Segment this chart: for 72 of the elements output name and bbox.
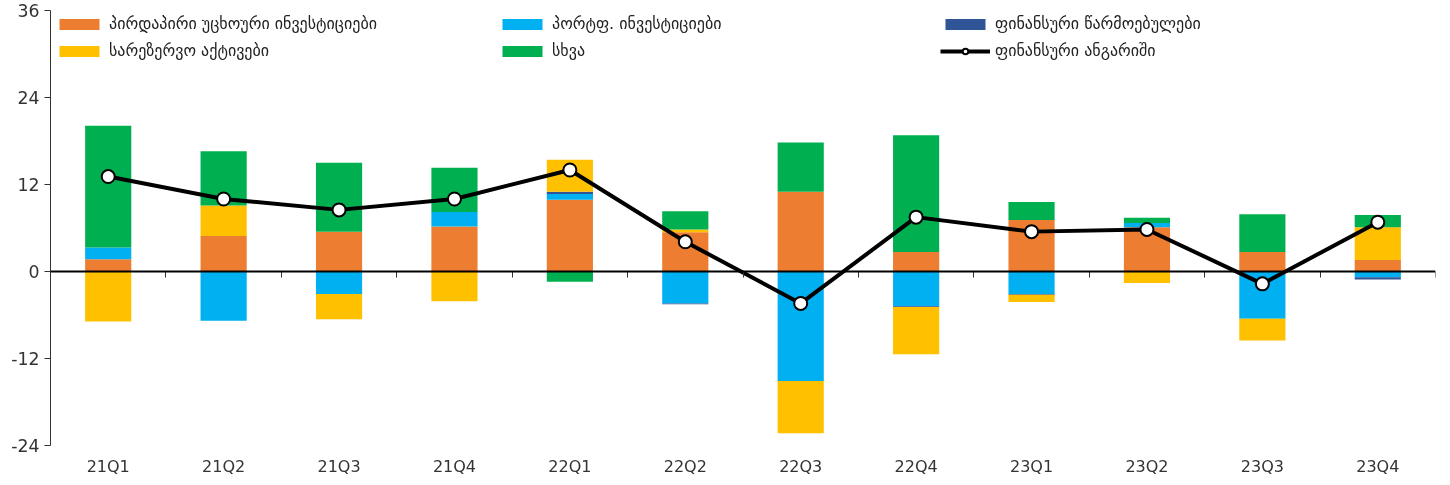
y-tick-label: 0 xyxy=(28,262,40,282)
bar xyxy=(1239,251,1286,272)
x-tick-label: 23Q2 xyxy=(1125,456,1169,476)
bar xyxy=(315,293,363,320)
legend-label: პორტფ. ინვესტიციები xyxy=(552,14,723,33)
bar xyxy=(315,271,363,294)
bar xyxy=(777,142,824,192)
point xyxy=(677,234,693,250)
y-tick-label: 36 xyxy=(17,1,40,21)
bar xyxy=(1008,294,1055,302)
bar xyxy=(1354,227,1401,260)
point xyxy=(908,209,924,225)
bar xyxy=(1354,259,1401,272)
bar xyxy=(200,205,247,236)
legend-label: ფინანსური წარმოებულები xyxy=(995,14,1202,33)
bar xyxy=(431,271,478,302)
point xyxy=(1139,221,1155,237)
bar xyxy=(546,199,593,272)
bar xyxy=(1239,214,1286,252)
x-tick-label: 22Q1 xyxy=(548,456,592,476)
y-tick-label: 12 xyxy=(17,175,40,195)
bar xyxy=(1239,318,1286,341)
point xyxy=(1370,214,1386,230)
bar xyxy=(1008,201,1055,221)
bar xyxy=(200,235,247,272)
y-tick-label: -24 xyxy=(11,436,40,456)
bar xyxy=(777,191,824,272)
x-tick-label: 21Q1 xyxy=(86,456,130,476)
bar xyxy=(1354,277,1401,280)
bar xyxy=(1008,271,1055,294)
y-tick-label: -12 xyxy=(11,349,40,369)
point xyxy=(331,202,347,218)
point xyxy=(793,295,809,311)
bar xyxy=(85,247,132,260)
bar xyxy=(893,271,940,307)
bar xyxy=(200,271,247,321)
bar xyxy=(662,271,709,304)
bar xyxy=(431,226,478,272)
x-tick-label: 23Q4 xyxy=(1356,456,1400,476)
bar xyxy=(893,135,940,252)
x-tick-label: 22Q4 xyxy=(894,456,938,476)
x-tick-label: 21Q4 xyxy=(432,456,477,476)
bar xyxy=(893,251,940,272)
x-tick-label: 23Q3 xyxy=(1240,456,1284,476)
bar xyxy=(777,380,824,434)
bar xyxy=(315,162,363,232)
point xyxy=(1024,224,1040,240)
bar xyxy=(315,231,363,272)
y-tick-label: 24 xyxy=(17,88,40,108)
x-tick-label: 22Q3 xyxy=(779,456,823,476)
bar xyxy=(431,212,478,227)
point xyxy=(1254,276,1270,292)
legend-label: სარეზერვო აქტივები xyxy=(109,41,271,60)
bar xyxy=(85,271,132,322)
legend-label: ფინანსური ანგარიში xyxy=(995,41,1157,60)
x-tick-label: 23Q1 xyxy=(1009,456,1054,476)
bar xyxy=(777,271,824,381)
point xyxy=(446,191,462,207)
bar xyxy=(546,193,593,200)
x-tick-label: 22Q2 xyxy=(663,456,707,476)
bar xyxy=(1123,217,1171,223)
bar xyxy=(85,125,132,248)
bar xyxy=(662,211,709,230)
bar xyxy=(546,191,593,194)
bar xyxy=(893,307,940,355)
point xyxy=(216,191,232,207)
x-tick-label: 21Q2 xyxy=(202,456,246,476)
bar xyxy=(85,259,132,272)
legend-label: სხვა xyxy=(552,41,587,60)
legend-label: პირდაპირი უცხოური ინვესტიციები xyxy=(109,14,378,33)
x-tick-label: 21Q3 xyxy=(317,456,361,476)
point xyxy=(100,169,116,185)
